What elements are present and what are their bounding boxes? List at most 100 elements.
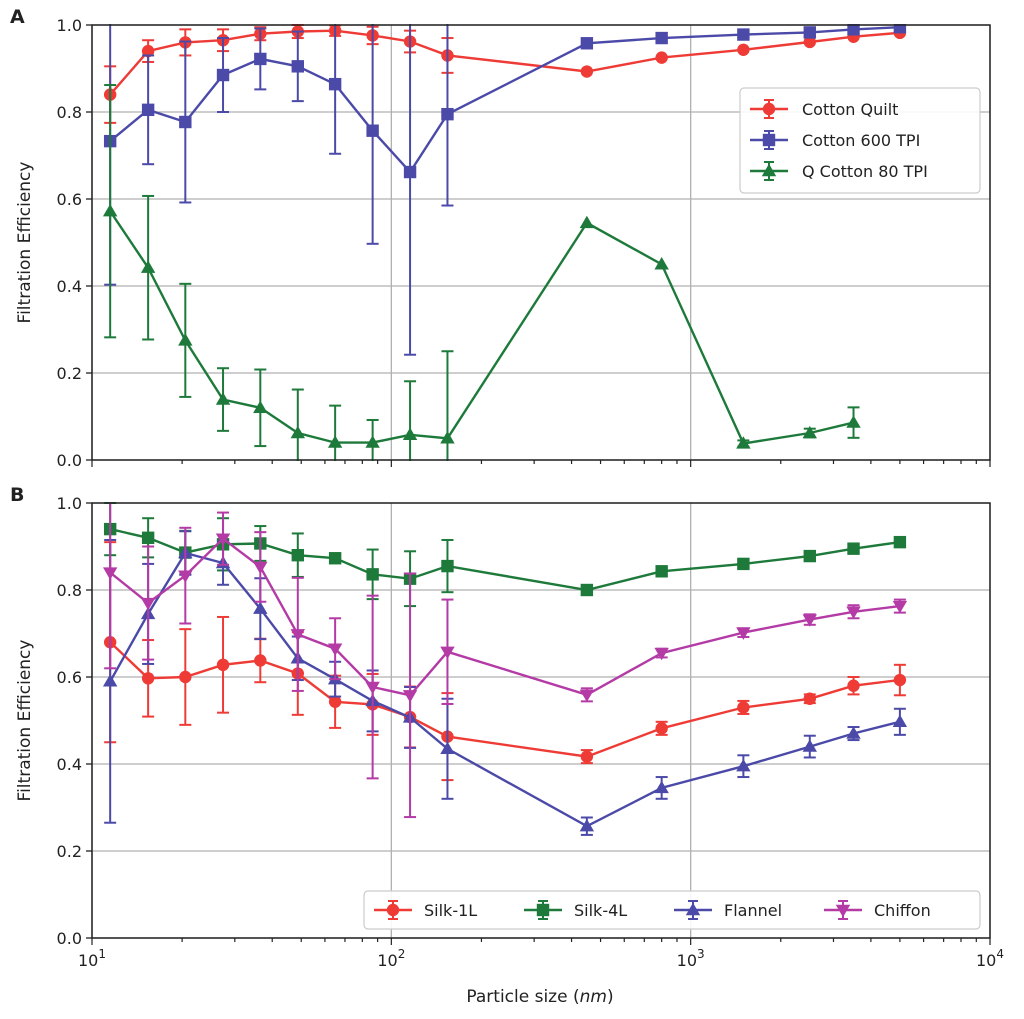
series-line (109, 26, 900, 174)
data-point (141, 672, 155, 685)
data-point (402, 690, 418, 703)
x-tick-base: 10 (78, 951, 98, 970)
legend-label: Flannel (724, 901, 782, 920)
y-tick-label: 0.8 (57, 103, 82, 122)
x-tick-base: 10 (677, 951, 697, 970)
x-tick-label: 101 (78, 947, 106, 970)
series-cotton-600-tpi (103, 24, 907, 356)
data-point (846, 415, 861, 428)
y-tick-label: 0.4 (57, 277, 82, 296)
y-tick-label: 1.0 (57, 16, 82, 35)
data-point (654, 257, 669, 270)
legend: Silk-1L Silk-4L Flannel Chiffon (363, 890, 981, 930)
data-point (580, 65, 594, 78)
y-tick-label: 0.2 (57, 364, 82, 383)
data-point (655, 51, 668, 64)
y-axis-label: Filtration Efficiency (15, 162, 35, 324)
x-axis-label: Particle size (nm) (466, 987, 613, 1007)
data-point (847, 679, 860, 692)
data-point (365, 681, 380, 695)
y-tick-label: 1.0 (57, 494, 82, 513)
data-point (178, 570, 193, 583)
data-point (655, 722, 668, 735)
data-point (736, 627, 751, 640)
data-point (893, 673, 907, 687)
data-point (737, 43, 750, 56)
data-point (736, 758, 751, 772)
x-tick-exponent: 1 (98, 947, 106, 961)
x-axis (91, 460, 991, 467)
y-tick-label: 0.0 (57, 929, 82, 948)
series-q-cotton-80-tpi (102, 84, 861, 461)
data-point (846, 726, 861, 739)
data-point (580, 37, 594, 50)
data-point (215, 392, 231, 405)
data-point (102, 674, 118, 687)
y-tick-label: 0.4 (57, 755, 82, 774)
plot-frame (91, 24, 991, 461)
data-point (254, 654, 267, 667)
data-point (893, 24, 907, 34)
series-line (109, 551, 901, 828)
data-point (440, 646, 455, 659)
x-axis-label-suffix: ) (607, 987, 614, 1007)
data-point (140, 260, 156, 273)
legend-marker (835, 904, 851, 918)
x-axis-label-text: Particle size ( (466, 987, 579, 1007)
data-point (403, 165, 417, 179)
data-point (328, 552, 342, 565)
legend-marker (761, 163, 777, 177)
data-point (290, 425, 306, 439)
data-point (141, 103, 155, 117)
y-tick-label: 0.8 (57, 581, 82, 600)
y-tick-label: 0.6 (57, 190, 82, 209)
data-point (580, 583, 594, 597)
panel-letter: B (10, 484, 24, 506)
data-point (736, 436, 751, 449)
data-point (803, 549, 816, 563)
y-axis-label: Filtration Efficiency (15, 640, 35, 802)
y-tick-label: 0.0 (57, 451, 82, 470)
y-tick-label: 0.6 (57, 668, 82, 687)
panel-a: A 0.0 0.2 0.4 0.6 0.8 1.0 Filtration Efficiency… (10, 6, 991, 470)
data-point (327, 435, 343, 448)
x-axis-label-unit: nm (580, 987, 607, 1007)
x-tick-base: 10 (377, 951, 397, 970)
series-line (109, 641, 901, 758)
legend-box (739, 87, 981, 194)
data-point (737, 701, 750, 714)
x-tick-exponent: 4 (996, 947, 1004, 961)
data-point (737, 557, 750, 571)
data-point (655, 31, 668, 45)
data-point (803, 35, 816, 49)
series-silk-1l (103, 541, 907, 782)
data-point (328, 77, 342, 91)
panels: A 0.0 0.2 0.4 0.6 0.8 1.0 Filtration Efficiency… (10, 6, 1004, 970)
series-line (109, 210, 854, 445)
data-point (102, 567, 118, 580)
data-point (579, 215, 595, 229)
data-point (102, 203, 118, 217)
data-point (366, 568, 379, 581)
panel-letter: A (10, 6, 25, 28)
series-line (109, 527, 901, 592)
data-point (846, 606, 861, 619)
x-tick-label: 103 (677, 947, 705, 970)
data-point (580, 750, 594, 763)
x-tick-exponent: 3 (697, 947, 705, 961)
data-point (803, 26, 816, 39)
data-point (327, 643, 343, 656)
data-point (215, 533, 231, 546)
data-point (290, 629, 306, 642)
data-point (440, 431, 455, 444)
legend-marker (536, 903, 550, 917)
data-point (141, 44, 155, 58)
data-point (216, 658, 230, 672)
legend-label: Chiffon (874, 901, 931, 920)
data-point (253, 601, 268, 614)
series-line (109, 537, 901, 697)
data-point (441, 559, 454, 573)
data-point (440, 741, 455, 754)
data-point (802, 614, 817, 627)
